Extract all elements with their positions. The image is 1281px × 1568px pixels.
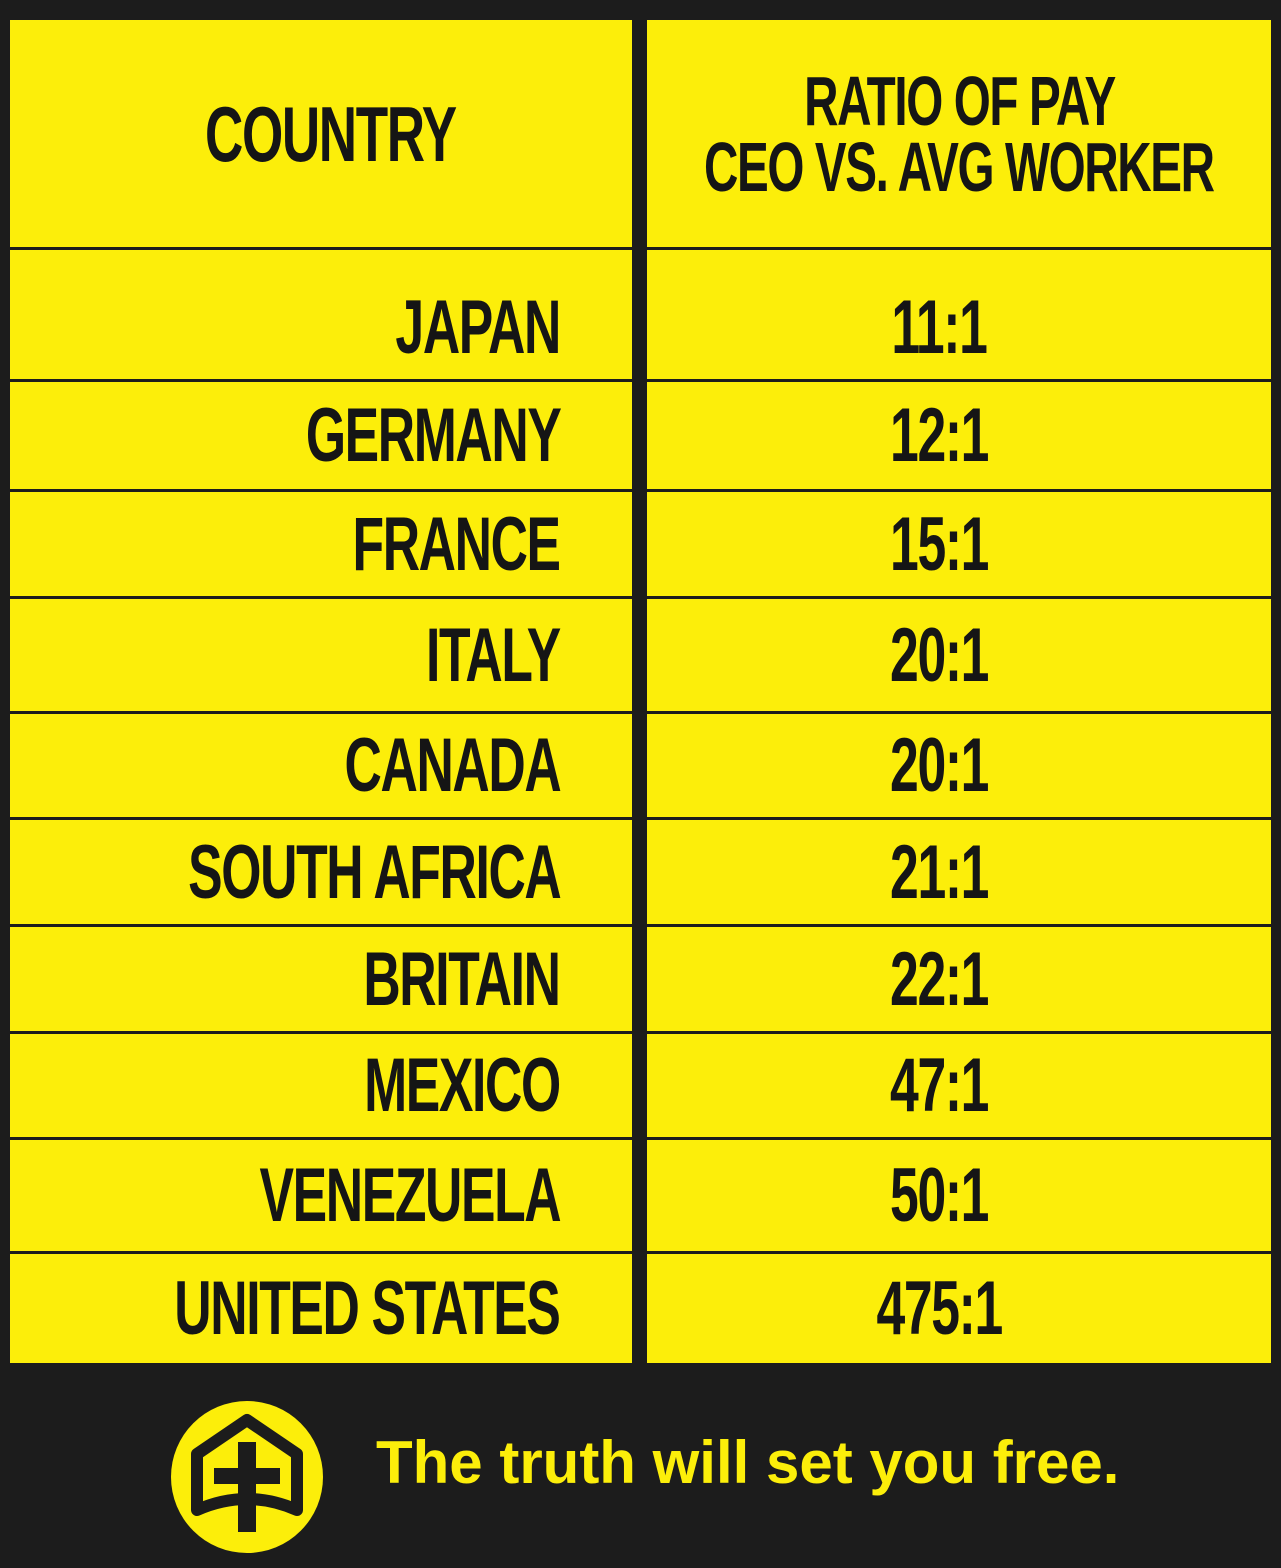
country-name: JAPAN (395, 285, 561, 370)
pay-ratio: 47:1 (889, 1043, 989, 1128)
country-cell: CANADA (10, 714, 632, 817)
ratio-cell: 475:1 (647, 1254, 1271, 1363)
country-name: ITALY (426, 612, 561, 698)
country-cell: FRANCE (10, 492, 632, 596)
country-cell: UNITED STATES (10, 1254, 632, 1363)
ratio-cell: 11:1 (647, 250, 1271, 379)
ratio-cell: 47:1 (647, 1034, 1271, 1137)
pay-ratio: 15:1 (889, 501, 989, 587)
slogan: The truth will set you free. (376, 1429, 1120, 1496)
ratio-cell: 20:1 (647, 714, 1271, 817)
ratio-cell: 22:1 (647, 927, 1271, 1031)
ratio-cell: 12:1 (647, 382, 1271, 489)
pay-ratio: 20:1 (889, 612, 989, 698)
pay-ratio: 21:1 (889, 829, 989, 915)
country-cell: SOUTH AFRICA (10, 820, 632, 924)
country-name: MEXICO (364, 1043, 561, 1128)
country-cell: BRITAIN (10, 927, 632, 1031)
pay-ratio: 475:1 (876, 1266, 1003, 1351)
country-cell: GERMANY (10, 382, 632, 489)
logo-icon (171, 1401, 323, 1553)
country-cell: MEXICO (10, 1034, 632, 1137)
ratio-cell: 15:1 (647, 492, 1271, 596)
pay-ratio: 50:1 (889, 1153, 989, 1238)
pay-ratio-table: COUNTRY RATIO OF PAY CEO VS. AVG WORKER JAP… (6, 16, 1275, 1370)
pay-ratio: 11:1 (891, 285, 988, 370)
country-cell: VENEZUELA (10, 1140, 632, 1251)
header-cell: RATIO OF PAY CEO VS. AVG WORKER (647, 20, 1271, 247)
pay-ratio: 22:1 (889, 936, 989, 1022)
country-name: VENEZUELA (259, 1153, 561, 1238)
ratio-cell: 21:1 (647, 820, 1271, 924)
country-name: CANADA (344, 723, 561, 808)
ratio-cell: 50:1 (647, 1140, 1271, 1251)
pay-ratio: 20:1 (889, 723, 989, 808)
header-text: COUNTRY (205, 89, 457, 178)
country-name: GERMANY (305, 393, 561, 478)
country-name: FRANCE (352, 501, 562, 587)
header-text: CEO VS. AVG WORKER (704, 127, 1215, 206)
country-name: UNITED STATES (174, 1266, 562, 1351)
header-cell: COUNTRY (10, 20, 632, 247)
header-text: RATIO OF PAY (803, 61, 1116, 140)
ratio-cell: 20:1 (647, 599, 1271, 711)
country-name: SOUTH AFRICA (187, 829, 562, 915)
country-cell: JAPAN (10, 250, 632, 379)
country-name: BRITAIN (363, 936, 562, 1022)
pay-ratio: 12:1 (889, 393, 989, 478)
country-cell: ITALY (10, 599, 632, 711)
